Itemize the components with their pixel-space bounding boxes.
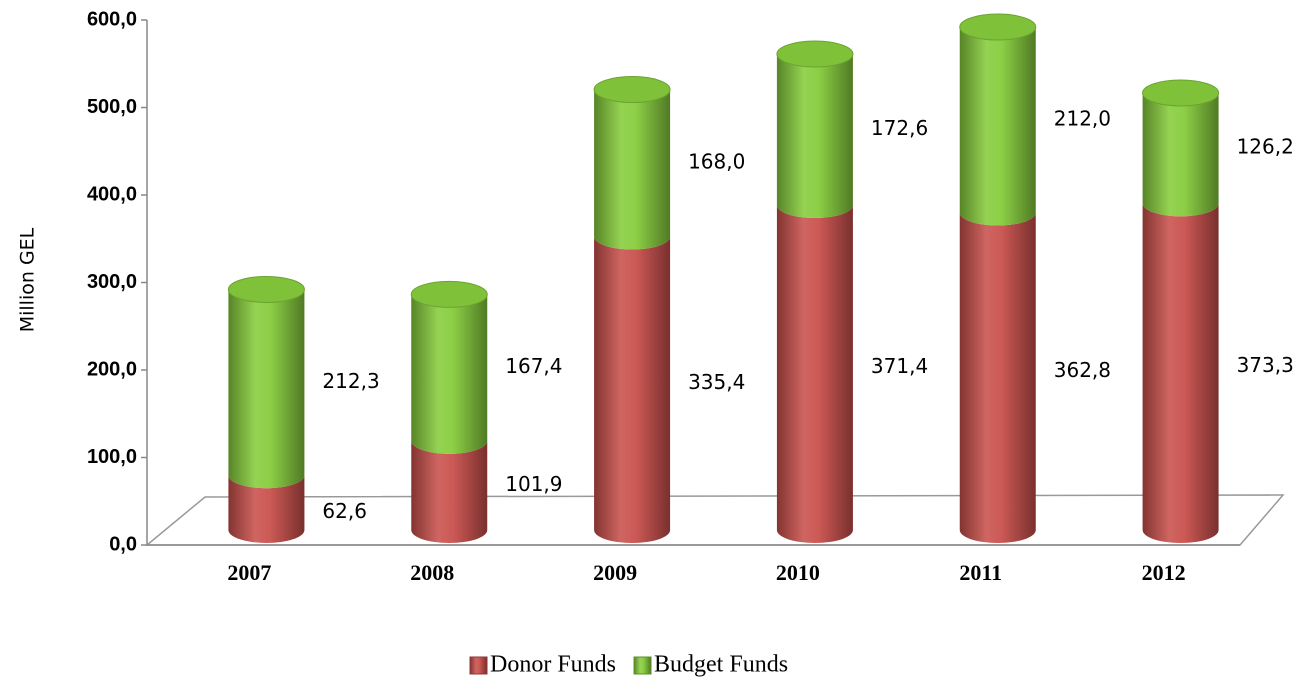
legend-swatch bbox=[469, 656, 488, 675]
bar-segment bbox=[594, 236, 671, 544]
bar-cap bbox=[959, 13, 1037, 41]
bar-segment bbox=[228, 475, 305, 543]
y-tick-label: 200,0 bbox=[87, 358, 137, 380]
value-label: 373,3 bbox=[1237, 353, 1294, 377]
value-label: 167,4 bbox=[505, 354, 562, 378]
value-label: 371,4 bbox=[871, 354, 928, 378]
bar-segment bbox=[959, 212, 1036, 544]
legend-swatch bbox=[633, 656, 652, 675]
y-tick-label: 500,0 bbox=[87, 96, 137, 118]
floor bbox=[144, 494, 1285, 546]
bar-segment bbox=[411, 294, 488, 454]
value-label: 126,2 bbox=[1237, 135, 1294, 159]
y-tick-label: 0,0 bbox=[109, 533, 137, 555]
bar-segment bbox=[959, 27, 1036, 226]
bar-segment bbox=[776, 54, 853, 219]
bar-cap bbox=[227, 275, 305, 303]
x-tick-label: 2011 bbox=[959, 560, 1002, 585]
bar-segment bbox=[776, 205, 853, 544]
value-label: 212,0 bbox=[1054, 106, 1111, 130]
bar-segment bbox=[228, 289, 305, 489]
bar-cap bbox=[593, 76, 671, 104]
x-tick-label: 2007 bbox=[227, 560, 271, 585]
value-label: 168,0 bbox=[688, 150, 745, 174]
value-label: 335,4 bbox=[688, 370, 745, 394]
bar-segment bbox=[594, 89, 671, 250]
bar-segment bbox=[411, 440, 488, 544]
value-label: 62,6 bbox=[322, 499, 367, 523]
y-tick-label: 100,0 bbox=[87, 446, 137, 468]
value-label: 172,6 bbox=[871, 116, 928, 140]
x-tick-label: 2010 bbox=[776, 560, 820, 585]
bar-cap bbox=[1142, 79, 1220, 107]
bar-segment bbox=[1142, 92, 1219, 217]
bar-cap bbox=[776, 40, 854, 68]
x-tick-label: 2009 bbox=[593, 560, 637, 585]
x-tick-label: 2012 bbox=[1142, 560, 1186, 585]
y-tick-label: 600,0 bbox=[87, 8, 137, 30]
value-label: 101,9 bbox=[505, 472, 562, 496]
value-label: 212,3 bbox=[322, 369, 379, 393]
y-tick-label: 400,0 bbox=[87, 183, 137, 205]
bar-cap bbox=[410, 280, 488, 308]
legend-label: Budget Funds bbox=[654, 652, 788, 678]
x-tick-label: 2008 bbox=[410, 560, 454, 585]
value-label: 362,8 bbox=[1054, 358, 1111, 382]
legend-label: Donor Funds bbox=[490, 652, 616, 678]
bar-segment bbox=[1142, 203, 1219, 544]
y-tick-label: 300,0 bbox=[87, 271, 137, 293]
y-axis-label: Million GEL bbox=[17, 227, 39, 332]
